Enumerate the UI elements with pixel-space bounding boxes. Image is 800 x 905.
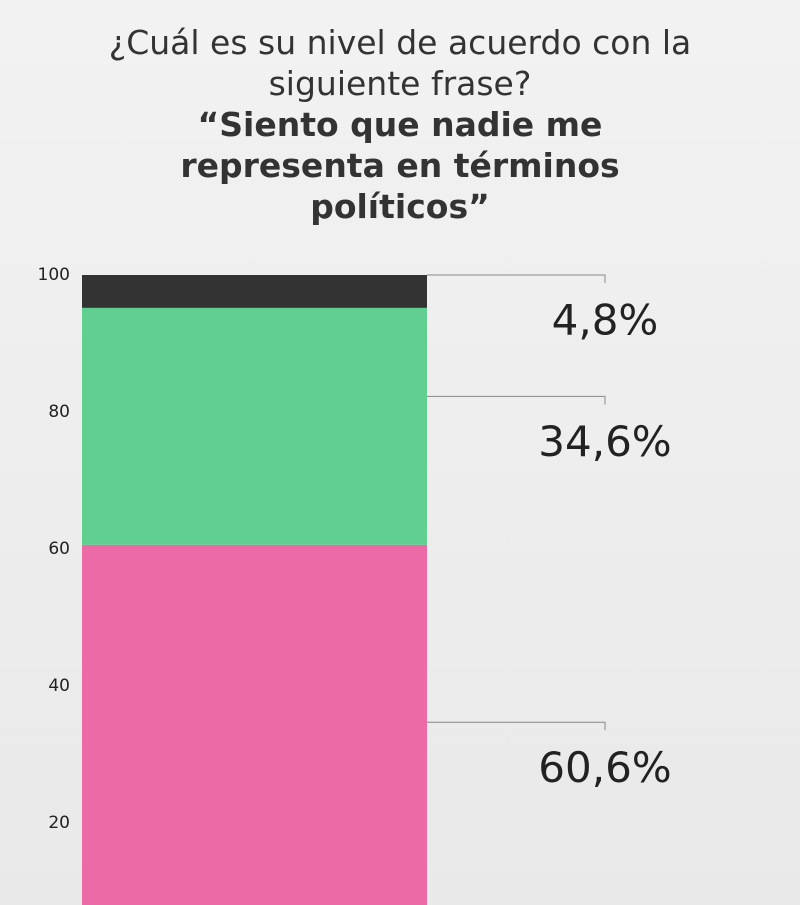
value-label: 60,6% xyxy=(538,743,671,792)
value-label: 4,8% xyxy=(552,296,659,345)
y-tick-label: 20 xyxy=(48,813,70,833)
chart-title: ¿Cuál es su nivel de acuerdo con la sigu… xyxy=(108,23,692,103)
leader-line xyxy=(427,721,606,731)
bar-segment xyxy=(82,275,427,308)
bar-segment xyxy=(82,544,427,905)
bar-segment xyxy=(82,307,427,545)
y-tick-label: 60 xyxy=(48,539,70,559)
y-tick-label: 40 xyxy=(48,676,70,696)
y-tick-label: 80 xyxy=(48,402,70,422)
y-tick-label: 100 xyxy=(38,265,70,285)
leader-line xyxy=(427,395,606,405)
chart-subtitle: “Siento que nadie me representa en térmi… xyxy=(180,105,620,226)
value-label: 34,6% xyxy=(538,417,671,466)
leader-line xyxy=(427,274,606,283)
